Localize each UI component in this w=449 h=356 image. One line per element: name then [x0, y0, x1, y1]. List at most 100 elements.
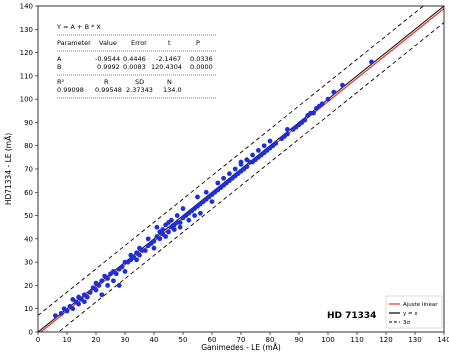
x-axis-label: Ganimedes - LE (mÅ) [201, 343, 281, 352]
stats-row-a-p: 0.0336 [190, 55, 213, 63]
data-point [171, 227, 177, 232]
data-point [215, 180, 221, 186]
data-point [111, 278, 116, 284]
x-tick-label: 120 [379, 336, 392, 344]
y-tick-label: 130 [20, 26, 33, 34]
data-point [192, 213, 198, 218]
stats-sd-value: 2.37343 [126, 86, 153, 94]
stats-header-sd: SD [135, 78, 144, 86]
y-tick-label: 30 [24, 259, 33, 267]
stats-header-error: Error [131, 39, 147, 47]
y-tick-label: 120 [20, 49, 33, 57]
data-point [198, 210, 203, 216]
data-point [160, 227, 166, 232]
data-point [177, 220, 183, 225]
stats-row-b-param: B [57, 63, 61, 71]
data-point [186, 217, 192, 223]
data-point [137, 252, 142, 258]
x-tick-label: 70 [237, 336, 246, 344]
y-tick-label: 110 [20, 72, 33, 80]
x-tick-label: 40 [150, 336, 159, 344]
data-point [209, 199, 215, 205]
stats-header-r2: R² [57, 78, 65, 86]
stats-header-value: Value [99, 39, 117, 47]
data-point [116, 283, 122, 288]
data-point [285, 127, 290, 132]
x-tick-label: 80 [266, 336, 275, 344]
y-tick-label: 40 [24, 235, 33, 243]
stats-row-a-t: -2.1467 [156, 55, 181, 63]
y-tick-label: 70 [24, 166, 33, 174]
data-point [113, 271, 119, 277]
star-name-label: HD 71334 [327, 311, 376, 321]
data-point [285, 131, 290, 137]
legend-box [385, 295, 443, 329]
data-point [76, 301, 81, 307]
data-point [87, 290, 93, 295]
data-point [325, 96, 331, 102]
legend-label-3sigma: 3σ [403, 320, 410, 326]
data-point [151, 245, 157, 251]
data-point [169, 217, 174, 223]
stats-row-b-t: 120.4304 [151, 63, 182, 71]
data-point [369, 59, 374, 65]
x-tick-label: 90 [295, 336, 304, 344]
data-point [238, 159, 244, 165]
data-point [163, 234, 169, 239]
data-point [174, 213, 180, 218]
y-axis-label: HD71334 - LE (mÅ) [4, 133, 13, 205]
x-tick-label: 100 [321, 336, 334, 344]
x-tick-label: 30 [121, 336, 130, 344]
stats-header-t: t [168, 39, 171, 47]
data-point [166, 229, 171, 235]
x-tick-label: 130 [408, 336, 421, 344]
data-point [340, 82, 345, 88]
data-point [331, 89, 337, 95]
stats-table: Y = A + B * X Parameter Value Error t P … [56, 23, 217, 99]
x-tick-label: 140 [437, 336, 449, 344]
y-tick-label: 50 [24, 212, 33, 220]
y-tick-label: 0 [29, 329, 33, 337]
data-point [105, 283, 110, 288]
data-point [122, 269, 128, 274]
data-point [96, 283, 102, 288]
stats-row-b-p: 0.0000 [190, 63, 213, 71]
data-point [261, 143, 267, 149]
stats-header-r: R [104, 78, 109, 86]
stats-header-p: P [196, 39, 200, 47]
stats-row-a-param: A [57, 55, 62, 63]
data-point [58, 310, 64, 316]
data-point [145, 236, 151, 242]
y-tick-label: 140 [20, 3, 33, 11]
data-point [157, 236, 163, 242]
data-point [319, 101, 325, 107]
x-tick-label: 20 [92, 336, 101, 344]
stats-row-a-value: -0.9544 [95, 55, 120, 63]
data-point [134, 257, 140, 263]
y-tick-label: 60 [24, 189, 33, 197]
upper-3sigma-line [38, 6, 425, 316]
y-tick-label: 100 [20, 96, 33, 104]
stats-n-value: 134.0 [163, 86, 182, 94]
stats-r-value: 0.99548 [95, 86, 122, 94]
data-point [273, 140, 279, 146]
data-point [64, 308, 70, 314]
data-point [250, 152, 256, 158]
data-point [221, 175, 227, 181]
stats-r2-value: 0.99098 [57, 86, 84, 94]
y-tick-label: 90 [24, 119, 33, 127]
fit-equation: Y = A + B * X [56, 23, 101, 31]
data-point [227, 171, 232, 177]
y-tick-label: 20 [24, 282, 33, 290]
x-tick-label: 110 [350, 336, 363, 344]
data-point [70, 306, 76, 312]
data-point [99, 292, 105, 298]
data-point [154, 224, 160, 230]
x-tick-label: 10 [63, 336, 72, 344]
data-point [142, 248, 148, 253]
data-point [302, 117, 308, 123]
data-point [256, 147, 261, 153]
data-point [93, 287, 99, 293]
x-tick-label: 60 [208, 336, 217, 344]
